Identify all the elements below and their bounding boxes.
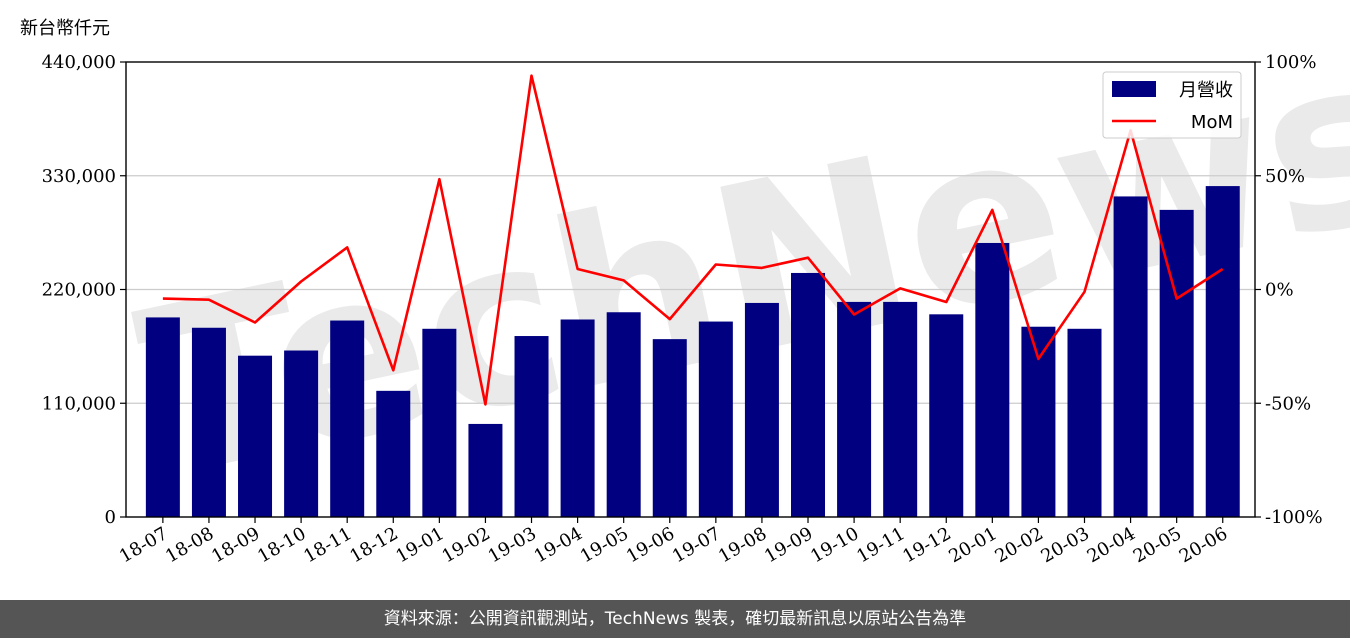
x-axis-ticks: 18-0718-0818-0918-1018-1118-1219-0119-02… xyxy=(116,517,1231,567)
revenue-chart: TechNews 18-0718-0818-0918-1018-1118-121… xyxy=(42,3,1350,568)
bar-19-10 xyxy=(837,301,872,517)
bar-18-09 xyxy=(238,355,273,517)
legend: 月營收 MoM xyxy=(1102,71,1242,139)
x-tick-label: 19-02 xyxy=(438,523,493,567)
bar-19-04 xyxy=(560,319,595,517)
bar-19-02 xyxy=(468,423,503,517)
x-tick-label: 18-10 xyxy=(254,523,309,567)
y-right-tick-label: -50% xyxy=(1265,393,1311,414)
x-tick-label: 18-07 xyxy=(116,523,171,567)
x-tick-label: 18-12 xyxy=(346,523,401,567)
y-right-tick-label: 100% xyxy=(1265,52,1316,73)
bar-18-07 xyxy=(145,317,180,517)
x-tick-label: 19-11 xyxy=(853,523,908,567)
x-tick-label: 18-08 xyxy=(162,523,217,567)
bar-19-09 xyxy=(791,272,826,517)
x-tick-label: 19-10 xyxy=(807,523,862,567)
x-tick-label: 19-03 xyxy=(485,523,540,567)
x-tick-label: 19-08 xyxy=(715,523,770,567)
x-tick-label: 20-06 xyxy=(1176,523,1231,567)
x-tick-label: 19-01 xyxy=(392,523,447,567)
x-tick-label: 19-06 xyxy=(623,523,678,567)
legend-label-revenue: 月營收 xyxy=(1179,80,1233,101)
x-tick-label: 18-09 xyxy=(208,523,263,567)
bar-19-03 xyxy=(514,336,549,517)
x-tick-label: 20-01 xyxy=(945,523,1000,567)
x-tick-label: 18-11 xyxy=(300,523,355,567)
y-axis-unit-label: 新台幣仟元 xyxy=(20,18,110,39)
legend-label-mom: MoM xyxy=(1191,112,1233,133)
bar-series xyxy=(145,186,1240,517)
bar-20-01 xyxy=(975,242,1010,517)
mom-line-series xyxy=(162,74,1224,406)
y-left-tick-label: 440,000 xyxy=(42,52,116,73)
x-tick-label: 19-07 xyxy=(669,523,724,567)
x-tick-label: 20-04 xyxy=(1084,523,1139,567)
x-tick-label: 19-09 xyxy=(761,523,816,567)
bar-19-01 xyxy=(422,328,457,517)
bar-20-03 xyxy=(1067,328,1102,517)
y-right-tick-label: -100% xyxy=(1265,507,1323,528)
bar-19-05 xyxy=(606,312,641,517)
x-tick-label: 20-03 xyxy=(1038,523,1093,567)
source-footer: 資料來源：公開資訊觀測站，TechNews 製表，確切最新訊息以原站公告為準 xyxy=(0,600,1350,638)
bar-18-08 xyxy=(191,327,226,517)
bar-20-06 xyxy=(1205,186,1240,517)
y-axis-right-ticks: -100% -50% 0% 50% 100% xyxy=(1255,52,1323,528)
bar-19-12 xyxy=(929,314,964,517)
x-tick-label: 19-12 xyxy=(899,523,954,567)
bar-18-11 xyxy=(330,320,365,517)
bar-19-07 xyxy=(698,321,733,517)
y-left-tick-label: 110,000 xyxy=(42,393,116,414)
y-axis-left-ticks: 0 110,000 220,000 330,000 440,000 xyxy=(42,52,126,528)
bar-19-11 xyxy=(883,301,918,517)
bar-18-12 xyxy=(376,390,411,517)
mom-line xyxy=(162,74,1224,406)
x-tick-label: 20-02 xyxy=(991,523,1046,567)
bar-19-06 xyxy=(652,339,687,517)
x-tick-label: 19-04 xyxy=(531,523,586,567)
y-left-tick-label: 220,000 xyxy=(42,280,116,301)
y-left-tick-label: 0 xyxy=(105,507,116,528)
bar-19-08 xyxy=(744,302,779,517)
bar-18-10 xyxy=(284,350,319,517)
legend-swatch-bar xyxy=(1112,81,1156,97)
x-tick-label: 20-05 xyxy=(1130,523,1185,567)
y-right-tick-label: 0% xyxy=(1265,280,1294,301)
bar-20-04 xyxy=(1113,196,1148,517)
y-right-tick-label: 50% xyxy=(1265,166,1305,187)
y-left-tick-label: 330,000 xyxy=(42,166,116,187)
x-tick-label: 19-05 xyxy=(577,523,632,567)
